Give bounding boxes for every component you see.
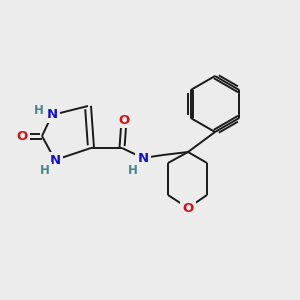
Text: N: N bbox=[46, 109, 58, 122]
Text: N: N bbox=[50, 154, 61, 166]
Text: O: O bbox=[182, 202, 194, 214]
Text: O: O bbox=[118, 113, 130, 127]
Text: H: H bbox=[128, 164, 138, 176]
Text: N: N bbox=[137, 152, 148, 164]
Text: O: O bbox=[16, 130, 28, 142]
Text: H: H bbox=[40, 164, 50, 176]
Text: H: H bbox=[34, 104, 44, 118]
